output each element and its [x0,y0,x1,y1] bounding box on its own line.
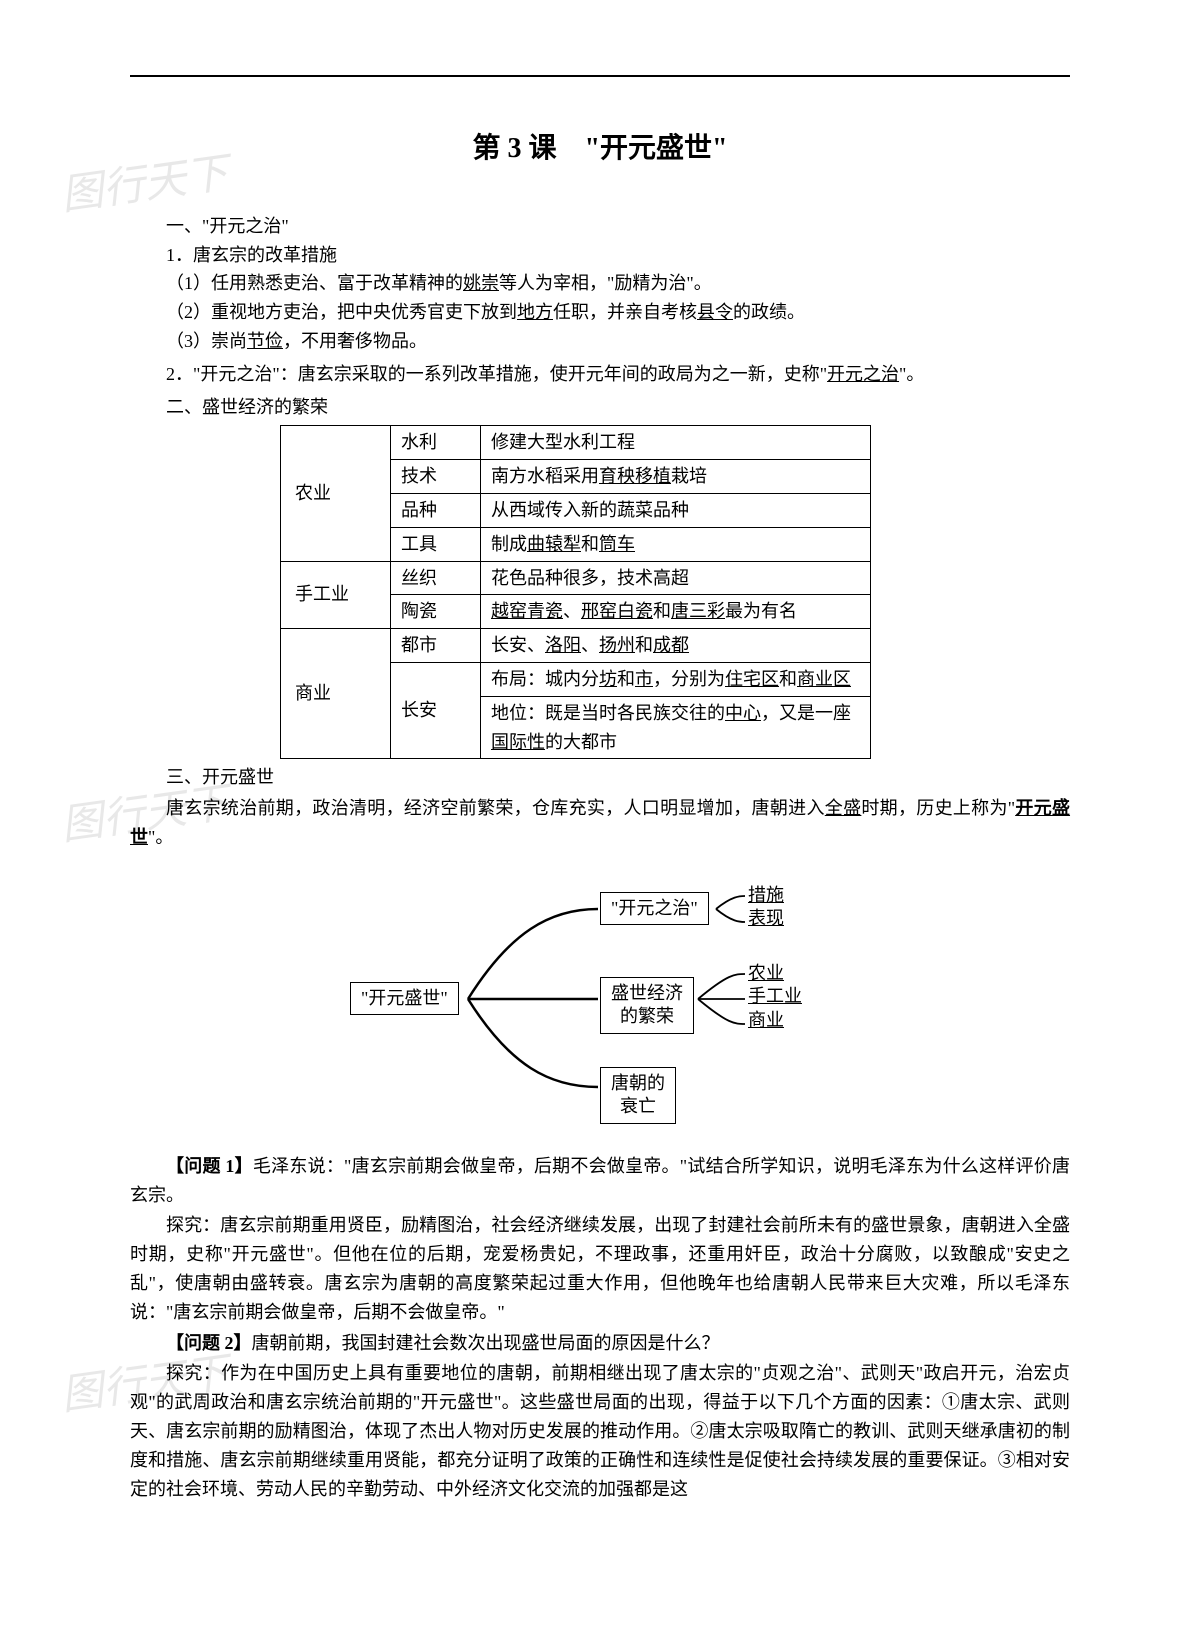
diagram-root: "开元盛世" [350,982,459,1015]
lesson-title: 第 3 课 "开元盛世" [130,127,1070,172]
q1-head: 【问题 1】 [166,1156,253,1176]
question2: 【问题 2】唐朝前期，我国封建社会数次出现盛世局面的原因是什么？ [130,1329,1070,1358]
table-cell: 工具 [391,527,481,561]
section2-heading: 二、盛世经济的繁荣 [130,393,1070,422]
text: （2）重视地方吏治，把中央优秀官吏下放到 [166,302,517,322]
table-cell: 长安 [391,662,481,758]
diagram-sub2: 农业手工业商业 [748,962,802,1032]
table-cell: 制成曲辕犁和筒车 [481,527,871,561]
section1-p2: （2）重视地方吏治，把中央优秀官吏下放到地方任职，并亲自考核县令的政绩。 [130,298,1070,327]
economy-table: 农业 水利 修建大型水利工程 技术 南方水稻采用育秧移植栽培 品种 从西域传入新… [280,425,871,759]
text: 2．"开元之治"：唐玄宗采取的一系列改革措施，使开元年间的政局为之一新，史称" [166,364,827,384]
underline-text: 姚崇 [463,273,499,293]
table-cell: 农业 [281,426,391,561]
section3-heading: 三、开元盛世 [130,763,1070,792]
section1-p3: （3）崇尚节俭，不用奢侈物品。 [130,327,1070,356]
underline-text: 地方 [517,302,553,322]
answer1: 探究：唐玄宗前期重用贤臣，励精图治，社会经济继续发展，出现了封建社会前所未有的盛… [130,1211,1070,1326]
diagram-node1: "开元之治" [600,892,709,925]
section1-sub1: 1．唐玄宗的改革措施 [130,241,1070,270]
text: 的政绩。 [733,302,805,322]
underline-text: 县令 [697,302,733,322]
text: （1）任用熟悉吏治、富于改革精神的 [166,273,463,293]
table-cell: 从西域传入新的蔬菜品种 [481,493,871,527]
table-row: 农业 水利 修建大型水利工程 [281,426,871,460]
a2-text: 作为在中国历史上具有重要地位的唐朝，前期相继出现了唐太宗的"贞观之治"、武则天"… [130,1363,1070,1498]
a1-label: 探究： [166,1215,220,1235]
section1-p1: （1）任用熟悉吏治、富于改革精神的姚崇等人为宰相，"励精为治"。 [130,269,1070,298]
section1-sub2: 2．"开元之治"：唐玄宗采取的一系列改革措施，使开元年间的政局为之一新，史称"开… [130,360,1070,389]
q2-text: 唐朝前期，我国封建社会数次出现盛世局面的原因是什么？ [252,1333,720,1353]
table-cell: 商业 [281,629,391,759]
table-cell: 布局：城内分坊和市，分别为住宅区和商业区 [481,662,871,696]
q2-head: 【问题 2】 [166,1333,252,1353]
diagram-node2: 盛世经济的繁荣 [600,977,694,1034]
table-cell: 越窑青瓷、邢窑白瓷和唐三彩最为有名 [481,595,871,629]
table-cell: 手工业 [281,561,391,629]
table-row: 商业 都市 长安、洛阳、扬州和成都 [281,629,871,663]
answer2: 探究：作为在中国历史上具有重要地位的唐朝，前期相继出现了唐太宗的"贞观之治"、武… [130,1359,1070,1503]
underline-text: 开元之治 [827,364,899,384]
page-content: 第 3 课 "开元盛世" 一、"开元之治" 1．唐玄宗的改革措施 （1）任用熟悉… [130,75,1070,1574]
text: 时期，历史上称为" [861,798,1015,818]
table-cell: 丝织 [391,561,481,595]
text: 唐玄宗统治前期，政治清明，经济空前繁荣，仓库充实，人口明显增加，唐朝进入 [166,798,825,818]
diagram-node3: 唐朝的衰亡 [600,1067,676,1124]
table-row: 手工业 丝织 花色品种很多，技术高超 [281,561,871,595]
table-cell: 修建大型水利工程 [481,426,871,460]
table-cell: 都市 [391,629,481,663]
question1: 【问题 1】毛泽东说："唐玄宗前期会做皇帝，后期不会做皇帝。"试结合所学知识，说… [130,1152,1070,1210]
underline-text: 全盛 [825,798,862,818]
table-cell: 陶瓷 [391,595,481,629]
table-cell: 地位：既是当时各民族交往的中心，又是一座国际性的大都市 [481,696,871,759]
section1-heading: 一、"开元之治" [130,212,1070,241]
table-cell: 技术 [391,460,481,494]
a1-text: 唐玄宗前期重用贤臣，励精图治，社会经济继续发展，出现了封建社会前所未有的盛世景象… [130,1215,1070,1321]
table-cell: 水利 [391,426,481,460]
text: 等人为宰相，"励精为治"。 [499,273,712,293]
diagram-sub1: 措施表现 [748,884,784,931]
concept-diagram: "开元盛世" "开元之治" 盛世经济的繁荣 唐朝的衰亡 措施表现 农业手工业商业 [340,872,860,1132]
table-cell: 花色品种很多，技术高超 [481,561,871,595]
text: 任职，并亲自考核 [553,302,697,322]
table-cell: 长安、洛阳、扬州和成都 [481,629,871,663]
table-cell: 南方水稻采用育秧移植栽培 [481,460,871,494]
text: "。 [148,827,173,847]
a2-label: 探究： [166,1363,221,1383]
underline-text: 节俭 [247,331,283,351]
text: （3）崇尚 [166,331,247,351]
text: ，不用奢侈物品。 [283,331,427,351]
table-cell: 品种 [391,493,481,527]
section3-para: 唐玄宗统治前期，政治清明，经济空前繁荣，仓库充实，人口明显增加，唐朝进入全盛时期… [130,794,1070,852]
q1-text: 毛泽东说："唐玄宗前期会做皇帝，后期不会做皇帝。"试结合所学知识，说明毛泽东为什… [130,1156,1070,1205]
text: "。 [899,364,924,384]
